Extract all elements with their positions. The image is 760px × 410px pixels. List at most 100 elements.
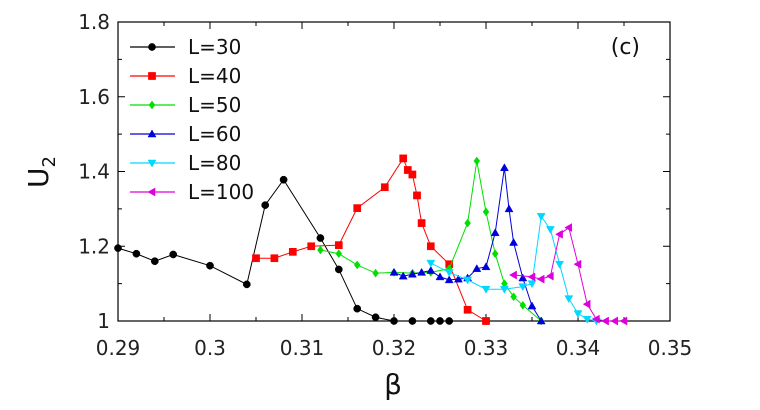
legend-label-l50: L=50	[188, 93, 241, 117]
svg-text:U2: U2	[22, 156, 60, 188]
x-tick-label: 0.35	[648, 336, 693, 360]
legend-item-l80: L=80	[130, 151, 241, 175]
data-point-l60	[453, 274, 463, 283]
data-point-l40	[307, 242, 316, 251]
y-axis-label: U2	[22, 156, 60, 188]
legend-marker-l40	[148, 72, 156, 80]
legend-label-l40: L=40	[188, 64, 241, 88]
legend-item-l60: L=60	[130, 122, 241, 146]
data-point-l40	[288, 248, 297, 256]
data-point-l50	[519, 300, 527, 310]
legend-label-l100: L=100	[188, 180, 254, 204]
series-l30	[114, 175, 454, 325]
data-point-l80	[481, 285, 491, 294]
data-point-l40	[408, 170, 417, 179]
data-point-l40	[353, 204, 362, 212]
data-point-l80	[518, 283, 528, 292]
data-point-l100	[582, 299, 591, 309]
data-point-l80	[545, 226, 555, 234]
data-point-l30	[445, 317, 454, 325]
y-axis-label-sub: 2	[39, 156, 60, 167]
data-point-l100	[610, 316, 619, 326]
data-point-l30	[261, 201, 270, 209]
legend-label-l60: L=60	[188, 122, 241, 146]
data-point-l30	[390, 317, 398, 325]
data-point-l30	[206, 261, 214, 270]
data-point-l60	[435, 272, 445, 281]
data-point-l80	[582, 315, 592, 324]
plot-area: 0.29 0.3 0.31 0.32 0.33 0.34 0.35 1 1.2 1.4 1.6 1.8	[78, 10, 692, 360]
panel-annotation: (c)	[611, 35, 640, 60]
data-point-l80	[573, 310, 583, 319]
x-axis-label: β	[384, 368, 402, 401]
data-point-l50	[491, 249, 499, 259]
data-point-l100	[527, 272, 536, 282]
data-point-l30	[132, 249, 141, 258]
legend-marker-l30	[148, 43, 156, 51]
data-point-l60	[472, 264, 482, 272]
data-point-l40	[426, 242, 435, 251]
data-point-l40	[403, 166, 412, 174]
data-point-l100	[619, 316, 628, 326]
x-tick-label: 0.29	[96, 336, 141, 360]
data-point-l60	[389, 267, 399, 276]
legend-item-l50: L=50	[130, 93, 241, 117]
series-l50	[317, 156, 545, 326]
data-point-l60	[444, 275, 454, 284]
data-point-l60	[509, 238, 519, 246]
data-point-l30	[169, 250, 178, 259]
legend-label-l80: L=80	[188, 151, 241, 175]
series-line-l50	[320, 160, 542, 322]
data-point-l30	[371, 313, 380, 322]
y-tick-label: 1.6	[78, 85, 110, 109]
data-point-l80	[444, 269, 454, 277]
data-point-l60	[417, 267, 427, 276]
series-l40	[252, 154, 490, 325]
series-line-l40	[256, 157, 487, 322]
legend-marker-l60	[147, 129, 157, 138]
x-tick-label: 0.34	[556, 336, 601, 360]
data-point-l100	[573, 259, 582, 269]
data-point-l40	[417, 219, 426, 227]
data-point-l100	[509, 270, 517, 280]
data-point-l50	[510, 292, 517, 302]
data-point-l40	[482, 317, 490, 325]
data-point-l60	[426, 266, 436, 274]
data-point-l80	[527, 280, 537, 289]
data-point-l60	[499, 163, 509, 172]
data-point-l30	[408, 317, 417, 325]
legend-item-l30: L=30	[130, 35, 241, 59]
data-point-l30	[436, 317, 444, 325]
data-point-l30	[279, 175, 288, 184]
x-tick-label: 0.32	[372, 336, 417, 360]
data-point-l100	[555, 229, 563, 239]
series-line-l30	[117, 178, 450, 322]
series-l60	[389, 163, 546, 325]
data-point-l50	[353, 260, 361, 270]
data-point-l60	[536, 316, 546, 325]
data-point-l80	[463, 276, 473, 285]
y-tick-label: 1.8	[78, 10, 110, 34]
data-point-l60	[407, 269, 417, 278]
data-point-l60	[398, 271, 408, 280]
legend: L=30 L=40 L=50 L=60 L=80 L=100	[130, 35, 254, 204]
data-point-l40	[413, 191, 421, 200]
data-point-l40	[380, 183, 389, 192]
legend-item-l40: L=40	[130, 64, 241, 88]
data-point-l30	[114, 244, 122, 252]
x-tick-label: 0.33	[464, 336, 509, 360]
y-axis-label-main: U	[22, 167, 55, 188]
data-point-l60	[518, 273, 528, 282]
data-point-l40	[270, 254, 279, 263]
y-tick-label: 1.4	[78, 160, 110, 184]
data-point-l50	[464, 218, 471, 228]
legend-marker-l50	[148, 100, 156, 110]
data-point-l50	[473, 156, 481, 166]
series-l80	[426, 213, 601, 326]
data-point-l80	[564, 295, 574, 304]
y-tick-label: 1.2	[78, 234, 110, 258]
x-tick-label: 0.31	[280, 336, 325, 360]
data-point-l50	[372, 268, 379, 278]
data-point-l100	[591, 314, 600, 324]
